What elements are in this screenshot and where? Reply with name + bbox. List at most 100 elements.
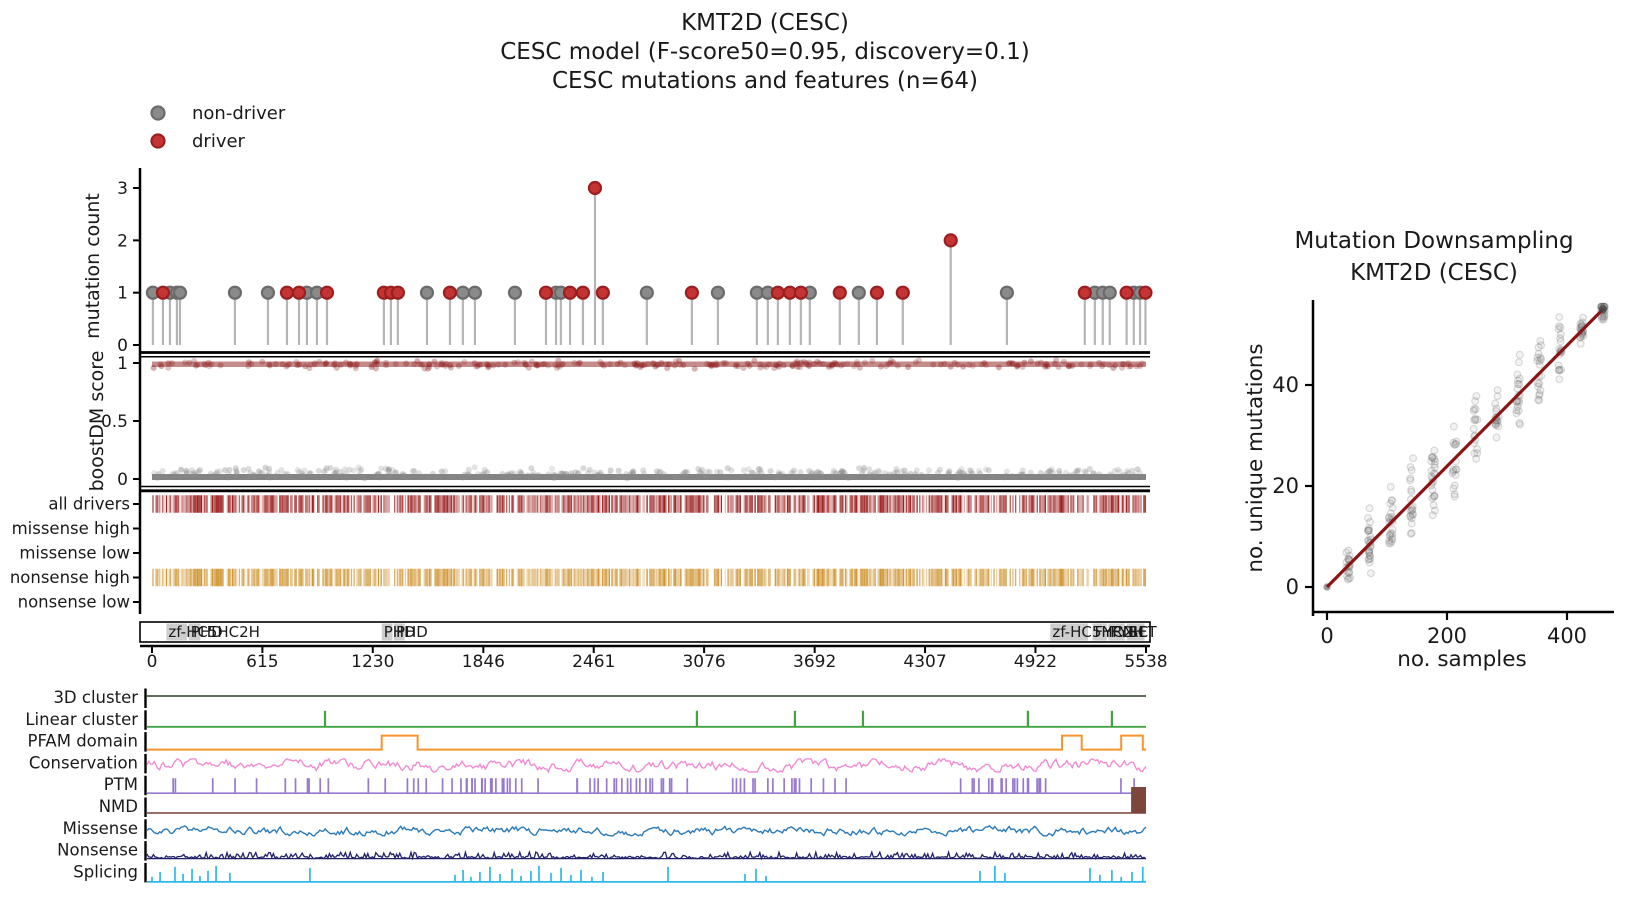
noise-line [146, 824, 1147, 837]
driver-mutation-dot [684, 285, 699, 300]
nondriver-mutation-dot [999, 285, 1014, 300]
x-tick-label: 400 [1547, 624, 1587, 648]
nondriver-mutation-dot [227, 285, 243, 300]
x-tick-label: 3692 [793, 652, 836, 672]
downsampling-title-line1: Mutation Downsampling [1294, 228, 1573, 254]
driver-mutation-dot [155, 285, 171, 300]
y-tick-label: 1 [117, 354, 128, 374]
x-tick-label: 200 [1427, 624, 1467, 648]
domain-rect [188, 623, 201, 641]
figure-title-line3: CESC mutations and features (n=64) [552, 68, 978, 94]
y-tick-label: 3 [117, 179, 128, 199]
driver-mutation-dot [793, 285, 808, 300]
driver-track-label: nonsense low [18, 593, 130, 612]
downsampling-scatter: 0 200 400 0 20 40 [1272, 300, 1614, 648]
nondriver-mutation-dot [507, 285, 523, 300]
legend-driver-label: driver [192, 131, 246, 152]
figure-title-line1: KMT2D (CESC) [681, 10, 849, 36]
feature-tracks: 3D cluster Linear cluster PFAM domain Conse… [25, 688, 1147, 883]
driver-track-label: all drivers [48, 495, 130, 514]
noise-line [146, 757, 1147, 774]
domain-label: SET [1129, 623, 1158, 641]
downsampling-trend-line [1325, 308, 1605, 589]
nondriver-mutation-dot [710, 285, 726, 300]
driver-mutation-dot [587, 180, 603, 196]
domain-label: zf-HC5HC2H [168, 623, 260, 641]
needle-y-axis-title: mutation count [82, 193, 104, 339]
x-tick-label: 4922 [1014, 652, 1057, 672]
driver-mutation-dot [1119, 285, 1134, 300]
y-tick-label: 0 [117, 470, 128, 490]
driver-mutation-dot [291, 285, 307, 300]
y-tick-label: 0.5 [101, 412, 128, 432]
nondriver-mutation-dot [467, 285, 482, 300]
driver-track-label: nonsense high [10, 568, 130, 587]
y-tick-label: 40 [1272, 373, 1299, 397]
nondriver-score-band [152, 474, 1146, 480]
nondriver-mutation-dot [260, 285, 276, 300]
domain-label: zf-HC5HC2H [1052, 623, 1144, 641]
x-tick-label: 0 [1320, 624, 1333, 648]
x-tick-label: 0 [147, 652, 158, 672]
legend: non-driver driver [150, 103, 286, 152]
driver-mutation-dot [442, 285, 458, 300]
y-tick-label: 2 [117, 231, 128, 251]
nmd-end-block [1131, 787, 1146, 813]
domain-label: FYRN [1095, 623, 1134, 641]
noise-floor-line [146, 849, 1146, 861]
nondriver-mutation-dot [419, 285, 435, 300]
y-tick-label: 20 [1272, 474, 1299, 498]
domain-label: PHD [191, 623, 223, 641]
trend-end-dot [1599, 305, 1607, 314]
domain-label: FYRC [1110, 623, 1148, 641]
x-tick-label: 615 [246, 652, 278, 672]
driver-mutation-dot [390, 285, 405, 300]
feature-track-label: PFAM domain [28, 732, 139, 751]
domain-rect [393, 623, 405, 641]
driver-mutation-dot [832, 285, 847, 300]
x-tick-label: 1846 [462, 652, 505, 672]
feature-track-label: PTM [104, 775, 138, 794]
nondriver-mutation-dot [639, 285, 654, 300]
y-tick-label: 0 [1286, 575, 1299, 599]
downsampling-title-line2: KMT2D (CESC) [1350, 260, 1518, 286]
nondriver-mutation-dot [172, 285, 188, 300]
feature-track-label: Missense [63, 819, 138, 838]
x-tick-label: 2461 [572, 652, 615, 672]
domain-rect [1126, 623, 1145, 641]
driver-mutation-dot [1077, 285, 1092, 300]
driver-mutation-dot [943, 233, 958, 248]
domain-rect [381, 623, 393, 641]
x-tick-label: 4307 [903, 652, 946, 672]
domain-rect [1092, 623, 1107, 641]
legend-driver-marker [150, 133, 166, 149]
figure-title-line2: CESC model (F-score50=0.95, discovery=0.… [500, 39, 1030, 65]
driver-mutation-dot [595, 285, 610, 300]
downsampling-y-axis-title: no. unique mutations [1243, 343, 1268, 572]
nondriver-mutation-dot [1102, 285, 1117, 300]
downsampling-x-axis-title: no. samples [1397, 647, 1526, 672]
nondriver-mutation-dot [851, 285, 866, 300]
domain-rect [1050, 623, 1089, 641]
y-tick-label: 0 [117, 336, 128, 356]
driver-mutation-dot [770, 285, 785, 300]
driver-mutation-dot [1138, 285, 1153, 300]
pfam-step-line [147, 734, 1146, 751]
x-tick-label: 1230 [351, 652, 394, 672]
domain-bar [139, 621, 1151, 643]
driver-track-label: missense high [12, 519, 130, 538]
legend-nondriver-marker [150, 105, 166, 121]
driver-mutation-dot [319, 285, 335, 300]
driver-mutation-dot [538, 285, 554, 300]
boostdm-score-panel: 00.51 [101, 354, 1150, 493]
x-tick-label: 3076 [682, 652, 725, 672]
driver-mutation-dot [575, 285, 591, 300]
feature-track-label: Linear cluster [25, 710, 138, 729]
boostdm-y-axis-title: boostDM score [86, 351, 108, 492]
feature-track-label: NMD [99, 797, 138, 816]
nondriver-mutation-dot [455, 285, 470, 300]
driver-score-band [152, 361, 1146, 367]
